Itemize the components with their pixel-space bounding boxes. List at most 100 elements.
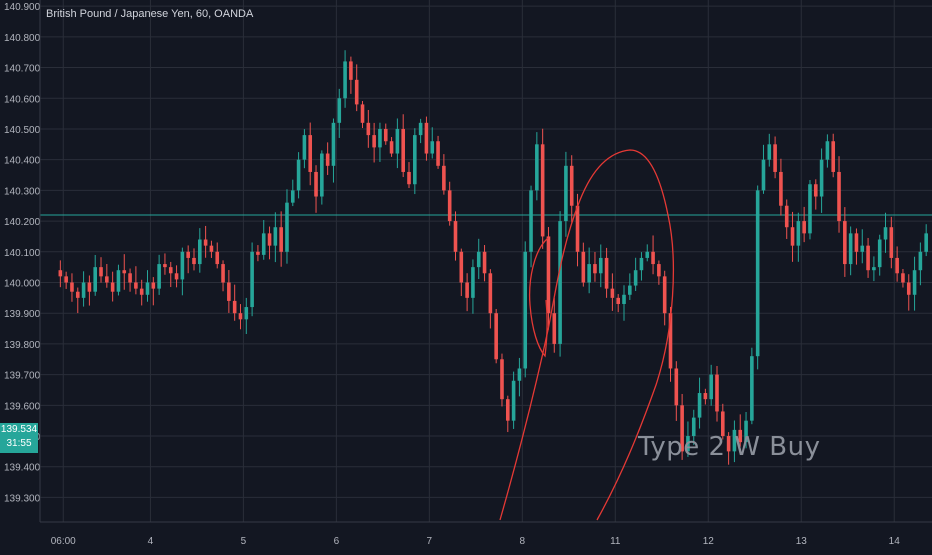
candle-body bbox=[808, 184, 812, 234]
y-tick-label: 139.300 bbox=[4, 493, 41, 504]
candle-body bbox=[168, 267, 173, 274]
candle-body bbox=[198, 239, 202, 265]
candle-body bbox=[813, 184, 818, 197]
candle-body bbox=[901, 273, 905, 283]
candle-body bbox=[343, 61, 347, 99]
y-tick-label: 140.700 bbox=[4, 64, 41, 75]
candle-body bbox=[616, 297, 621, 304]
candle-body bbox=[860, 245, 865, 252]
candle-body bbox=[424, 122, 429, 154]
candle-body bbox=[372, 135, 376, 148]
candle-body bbox=[866, 245, 870, 271]
y-tick-label: 139.800 bbox=[4, 340, 41, 351]
candle-body bbox=[779, 171, 783, 206]
candle-body bbox=[906, 282, 911, 295]
x-tick-label: 12 bbox=[703, 536, 715, 547]
candle-body bbox=[331, 122, 336, 166]
candle-body bbox=[476, 251, 481, 268]
x-tick-label: 11 bbox=[610, 536, 621, 547]
candle-body bbox=[134, 282, 138, 289]
candle-body bbox=[715, 374, 719, 412]
candle-body bbox=[465, 282, 469, 298]
chart-annotation[interactable]: Type 2 W Buy bbox=[638, 432, 821, 462]
candle-body bbox=[587, 264, 591, 283]
candle-body bbox=[843, 221, 847, 265]
hand-drawn-left-loop bbox=[528, 237, 549, 358]
candle-body bbox=[488, 273, 493, 314]
candle-body bbox=[325, 153, 330, 166]
candle-body bbox=[738, 429, 743, 443]
candle-body bbox=[232, 300, 237, 314]
candle-body bbox=[750, 356, 754, 421]
candle-body bbox=[279, 227, 283, 252]
candle-body bbox=[157, 264, 161, 289]
candle-body bbox=[215, 251, 220, 265]
candle-body bbox=[918, 251, 923, 271]
y-tick-label: 139.700 bbox=[4, 371, 41, 382]
candle-body bbox=[877, 239, 882, 268]
drawing-layer bbox=[499, 149, 675, 521]
candle-body bbox=[726, 436, 731, 452]
candle-body bbox=[668, 313, 673, 369]
candle-body bbox=[773, 144, 777, 172]
candle-body bbox=[128, 273, 132, 283]
candle-body bbox=[709, 374, 713, 400]
current-price-badge[interactable]: 139.534 31:55 bbox=[0, 423, 38, 453]
candle-body bbox=[64, 276, 68, 283]
candle-body bbox=[523, 251, 528, 369]
candle-body bbox=[139, 288, 144, 295]
current-price-label: 139.534 bbox=[0, 424, 38, 435]
candle-body bbox=[221, 264, 225, 283]
candle-body bbox=[203, 239, 208, 246]
candle-body bbox=[290, 190, 295, 203]
candle-body bbox=[761, 159, 766, 191]
candle-body bbox=[872, 267, 876, 271]
candle-body bbox=[436, 141, 440, 166]
candle-body bbox=[459, 251, 464, 283]
x-tick-label: 8 bbox=[520, 536, 526, 547]
candle-body bbox=[912, 270, 917, 295]
candle-body bbox=[819, 159, 824, 197]
candle-body bbox=[604, 257, 609, 289]
candle-body bbox=[354, 79, 359, 105]
candle-body bbox=[895, 257, 899, 274]
candle-body bbox=[505, 399, 510, 421]
candle-body bbox=[238, 313, 243, 320]
candle-body bbox=[755, 190, 760, 357]
candle-body bbox=[378, 128, 382, 148]
candle-body bbox=[482, 251, 487, 274]
y-tick-label: 140.400 bbox=[4, 156, 41, 167]
candle-body bbox=[395, 128, 400, 154]
candle-body bbox=[453, 221, 458, 252]
candle-body bbox=[825, 141, 830, 160]
candle-body bbox=[848, 233, 853, 265]
candle-body bbox=[81, 282, 86, 298]
candle-body bbox=[430, 141, 435, 154]
chart-title: British Pound / Japanese Yen, 60, OANDA bbox=[46, 8, 254, 20]
candle-body bbox=[802, 221, 806, 234]
y-tick-label: 139.900 bbox=[4, 309, 41, 320]
candle-body bbox=[831, 141, 836, 172]
candle-body bbox=[401, 128, 405, 172]
candle-body bbox=[796, 221, 801, 246]
candle-body bbox=[308, 135, 313, 172]
candle-body bbox=[447, 190, 452, 222]
candle-body bbox=[657, 264, 661, 277]
y-tick-label: 140.800 bbox=[4, 33, 41, 44]
candle-body bbox=[209, 245, 214, 252]
candle-body bbox=[494, 313, 498, 360]
y-tick-label: 140.000 bbox=[4, 278, 41, 289]
candle-body bbox=[767, 144, 772, 160]
candle-body bbox=[674, 368, 679, 406]
candle-body bbox=[151, 282, 156, 289]
candle-body bbox=[837, 171, 841, 222]
candle-body bbox=[296, 159, 301, 191]
candle-body bbox=[645, 251, 650, 258]
candle-body bbox=[924, 233, 928, 252]
candle-body bbox=[261, 233, 266, 255]
candle-body bbox=[569, 165, 574, 206]
candle-body bbox=[546, 236, 551, 314]
candle-body bbox=[383, 128, 388, 142]
